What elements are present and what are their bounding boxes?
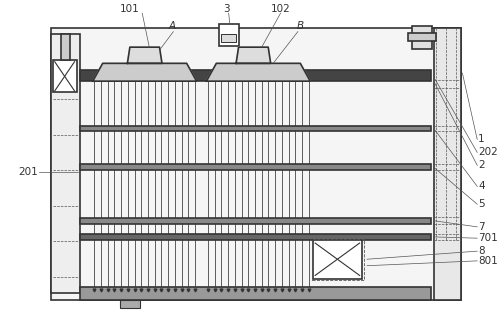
Bar — [51, 34, 80, 293]
Text: 801: 801 — [478, 256, 498, 266]
Polygon shape — [93, 63, 197, 81]
Bar — [80, 164, 431, 170]
Text: 202: 202 — [478, 147, 498, 157]
Text: 5: 5 — [478, 199, 485, 209]
Text: 3: 3 — [223, 4, 229, 13]
Polygon shape — [206, 63, 310, 81]
Bar — [80, 126, 431, 131]
Text: B: B — [297, 21, 304, 31]
Text: A: A — [169, 21, 176, 31]
Text: 201: 201 — [19, 167, 38, 177]
Bar — [411, 26, 432, 49]
Bar — [98, 76, 104, 80]
Bar — [312, 239, 364, 280]
Bar — [80, 234, 431, 240]
Bar — [219, 25, 238, 45]
Bar — [208, 76, 214, 80]
Bar — [61, 34, 69, 60]
Text: 2: 2 — [478, 160, 485, 170]
Polygon shape — [127, 47, 162, 63]
Bar — [80, 287, 431, 300]
Bar — [221, 34, 236, 42]
Text: 101: 101 — [120, 4, 140, 13]
Bar — [313, 240, 362, 279]
Text: 8: 8 — [478, 246, 485, 256]
Bar — [120, 300, 140, 308]
Bar — [80, 218, 431, 224]
Text: 4: 4 — [478, 181, 485, 191]
Bar — [434, 28, 461, 300]
Text: 102: 102 — [271, 4, 290, 13]
Text: 701: 701 — [478, 233, 498, 243]
Bar — [53, 60, 77, 93]
Text: 7: 7 — [478, 222, 485, 232]
Bar — [80, 70, 431, 81]
Polygon shape — [236, 47, 271, 63]
Bar — [187, 76, 193, 80]
Bar — [51, 28, 461, 300]
Bar — [407, 33, 436, 41]
Bar — [298, 76, 304, 80]
Text: 1: 1 — [478, 134, 485, 145]
